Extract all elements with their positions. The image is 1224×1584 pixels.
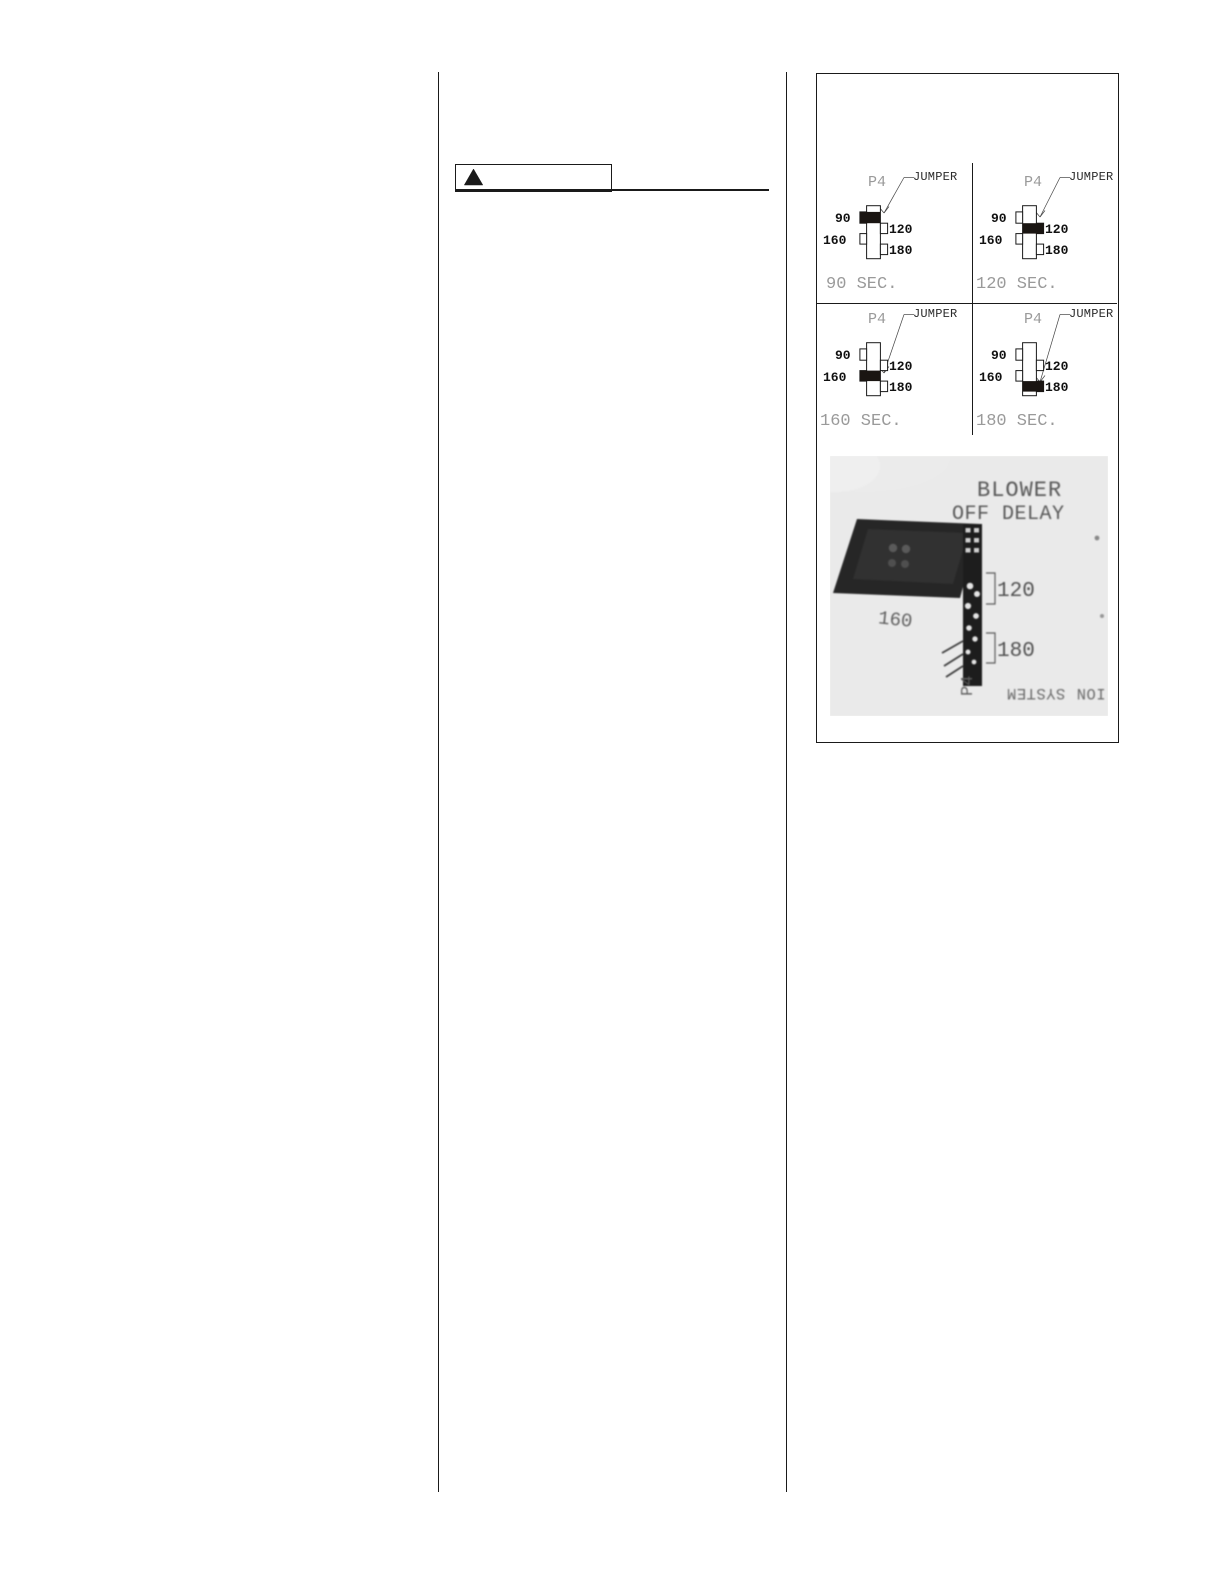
svg-text:BLOWER: BLOWER bbox=[977, 478, 1062, 503]
svg-text:ION: ION bbox=[1076, 684, 1105, 702]
svg-text:180: 180 bbox=[997, 640, 1035, 663]
svg-text:120: 120 bbox=[997, 580, 1035, 603]
svg-text:160: 160 bbox=[877, 607, 913, 632]
svg-text:OFF DELAY: OFF DELAY bbox=[952, 503, 1065, 526]
svg-text:SYSTEM: SYSTEM bbox=[1006, 684, 1065, 702]
svg-text:P4: P4 bbox=[959, 676, 978, 696]
